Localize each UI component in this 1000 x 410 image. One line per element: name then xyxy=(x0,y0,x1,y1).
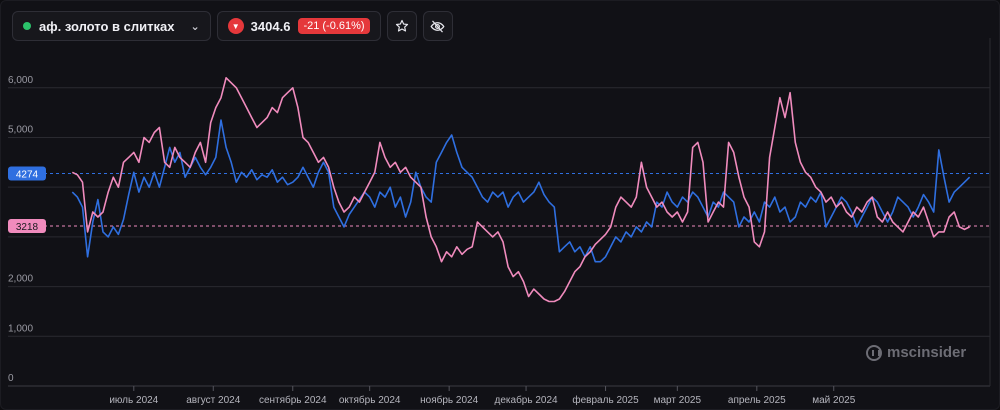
favorite-button[interactable] xyxy=(386,11,417,41)
price-label-box xyxy=(8,166,46,181)
x-tick-label: декабрь 2024 xyxy=(495,394,559,406)
x-tick-label: сентябрь 2024 xyxy=(259,394,327,406)
watermark-text: mscinsider xyxy=(887,344,967,361)
y-tick-label: 0 xyxy=(8,373,14,384)
status-dot xyxy=(23,22,31,30)
triangle-down-icon: ▼ xyxy=(227,18,244,34)
series-line xyxy=(71,119,971,263)
x-tick-label: ноябрь 2024 xyxy=(420,394,478,406)
star-icon xyxy=(395,19,408,32)
eye-off-icon xyxy=(430,19,445,33)
instrument-selector[interactable]: аф. золото в слитках ⌄ xyxy=(12,11,211,41)
y-tick-label: 2,000 xyxy=(8,274,33,285)
price-display: ▼ 3404.6 -21 (-0.61%) xyxy=(216,11,381,41)
x-tick-label: июль 2024 xyxy=(109,395,158,406)
y-axis: 0 1,000 2,000 5,000 6,000 xyxy=(8,75,33,384)
x-tick-label: февраль 2025 xyxy=(572,394,639,406)
x-tick-label: октябрь 2024 xyxy=(339,394,401,406)
y-tick-label: 6,000 xyxy=(8,75,33,86)
instrument-name: аф. золото в слитках xyxy=(39,18,175,34)
logo-icon xyxy=(866,344,882,361)
y-tick-label: 5,000 xyxy=(8,124,33,135)
price-label-box xyxy=(8,219,46,234)
chart-toolbar: аф. золото в слитках ⌄ ▼ 3404.6 -21 (-0.… xyxy=(12,10,453,42)
price-lines xyxy=(8,173,990,227)
chevron-down-icon: ⌄ xyxy=(190,20,200,33)
last-price: 3404.6 xyxy=(250,18,291,34)
y-tick-label: 1,000 xyxy=(8,323,33,334)
x-tick-label: май 2025 xyxy=(812,395,855,406)
x-tick-label: март 2025 xyxy=(654,395,702,406)
price-label: 4274 xyxy=(16,170,39,181)
x-tick-label: август 2024 xyxy=(186,395,240,406)
price-label: 3218 xyxy=(16,222,39,233)
series-line xyxy=(71,77,970,303)
series-lines xyxy=(71,77,971,303)
x-axis: июль 2024 август 2024 сентябрь 2024 октябрь… xyxy=(8,38,991,406)
price-change-badge: -21 (-0.61%) xyxy=(298,18,370,34)
grid-lines xyxy=(8,87,990,387)
watermark: mscinsider xyxy=(866,344,966,361)
x-tick-label: апрель 2025 xyxy=(728,395,786,406)
hide-button[interactable] xyxy=(422,11,453,41)
price-labels: 4274 3218 xyxy=(8,166,46,234)
